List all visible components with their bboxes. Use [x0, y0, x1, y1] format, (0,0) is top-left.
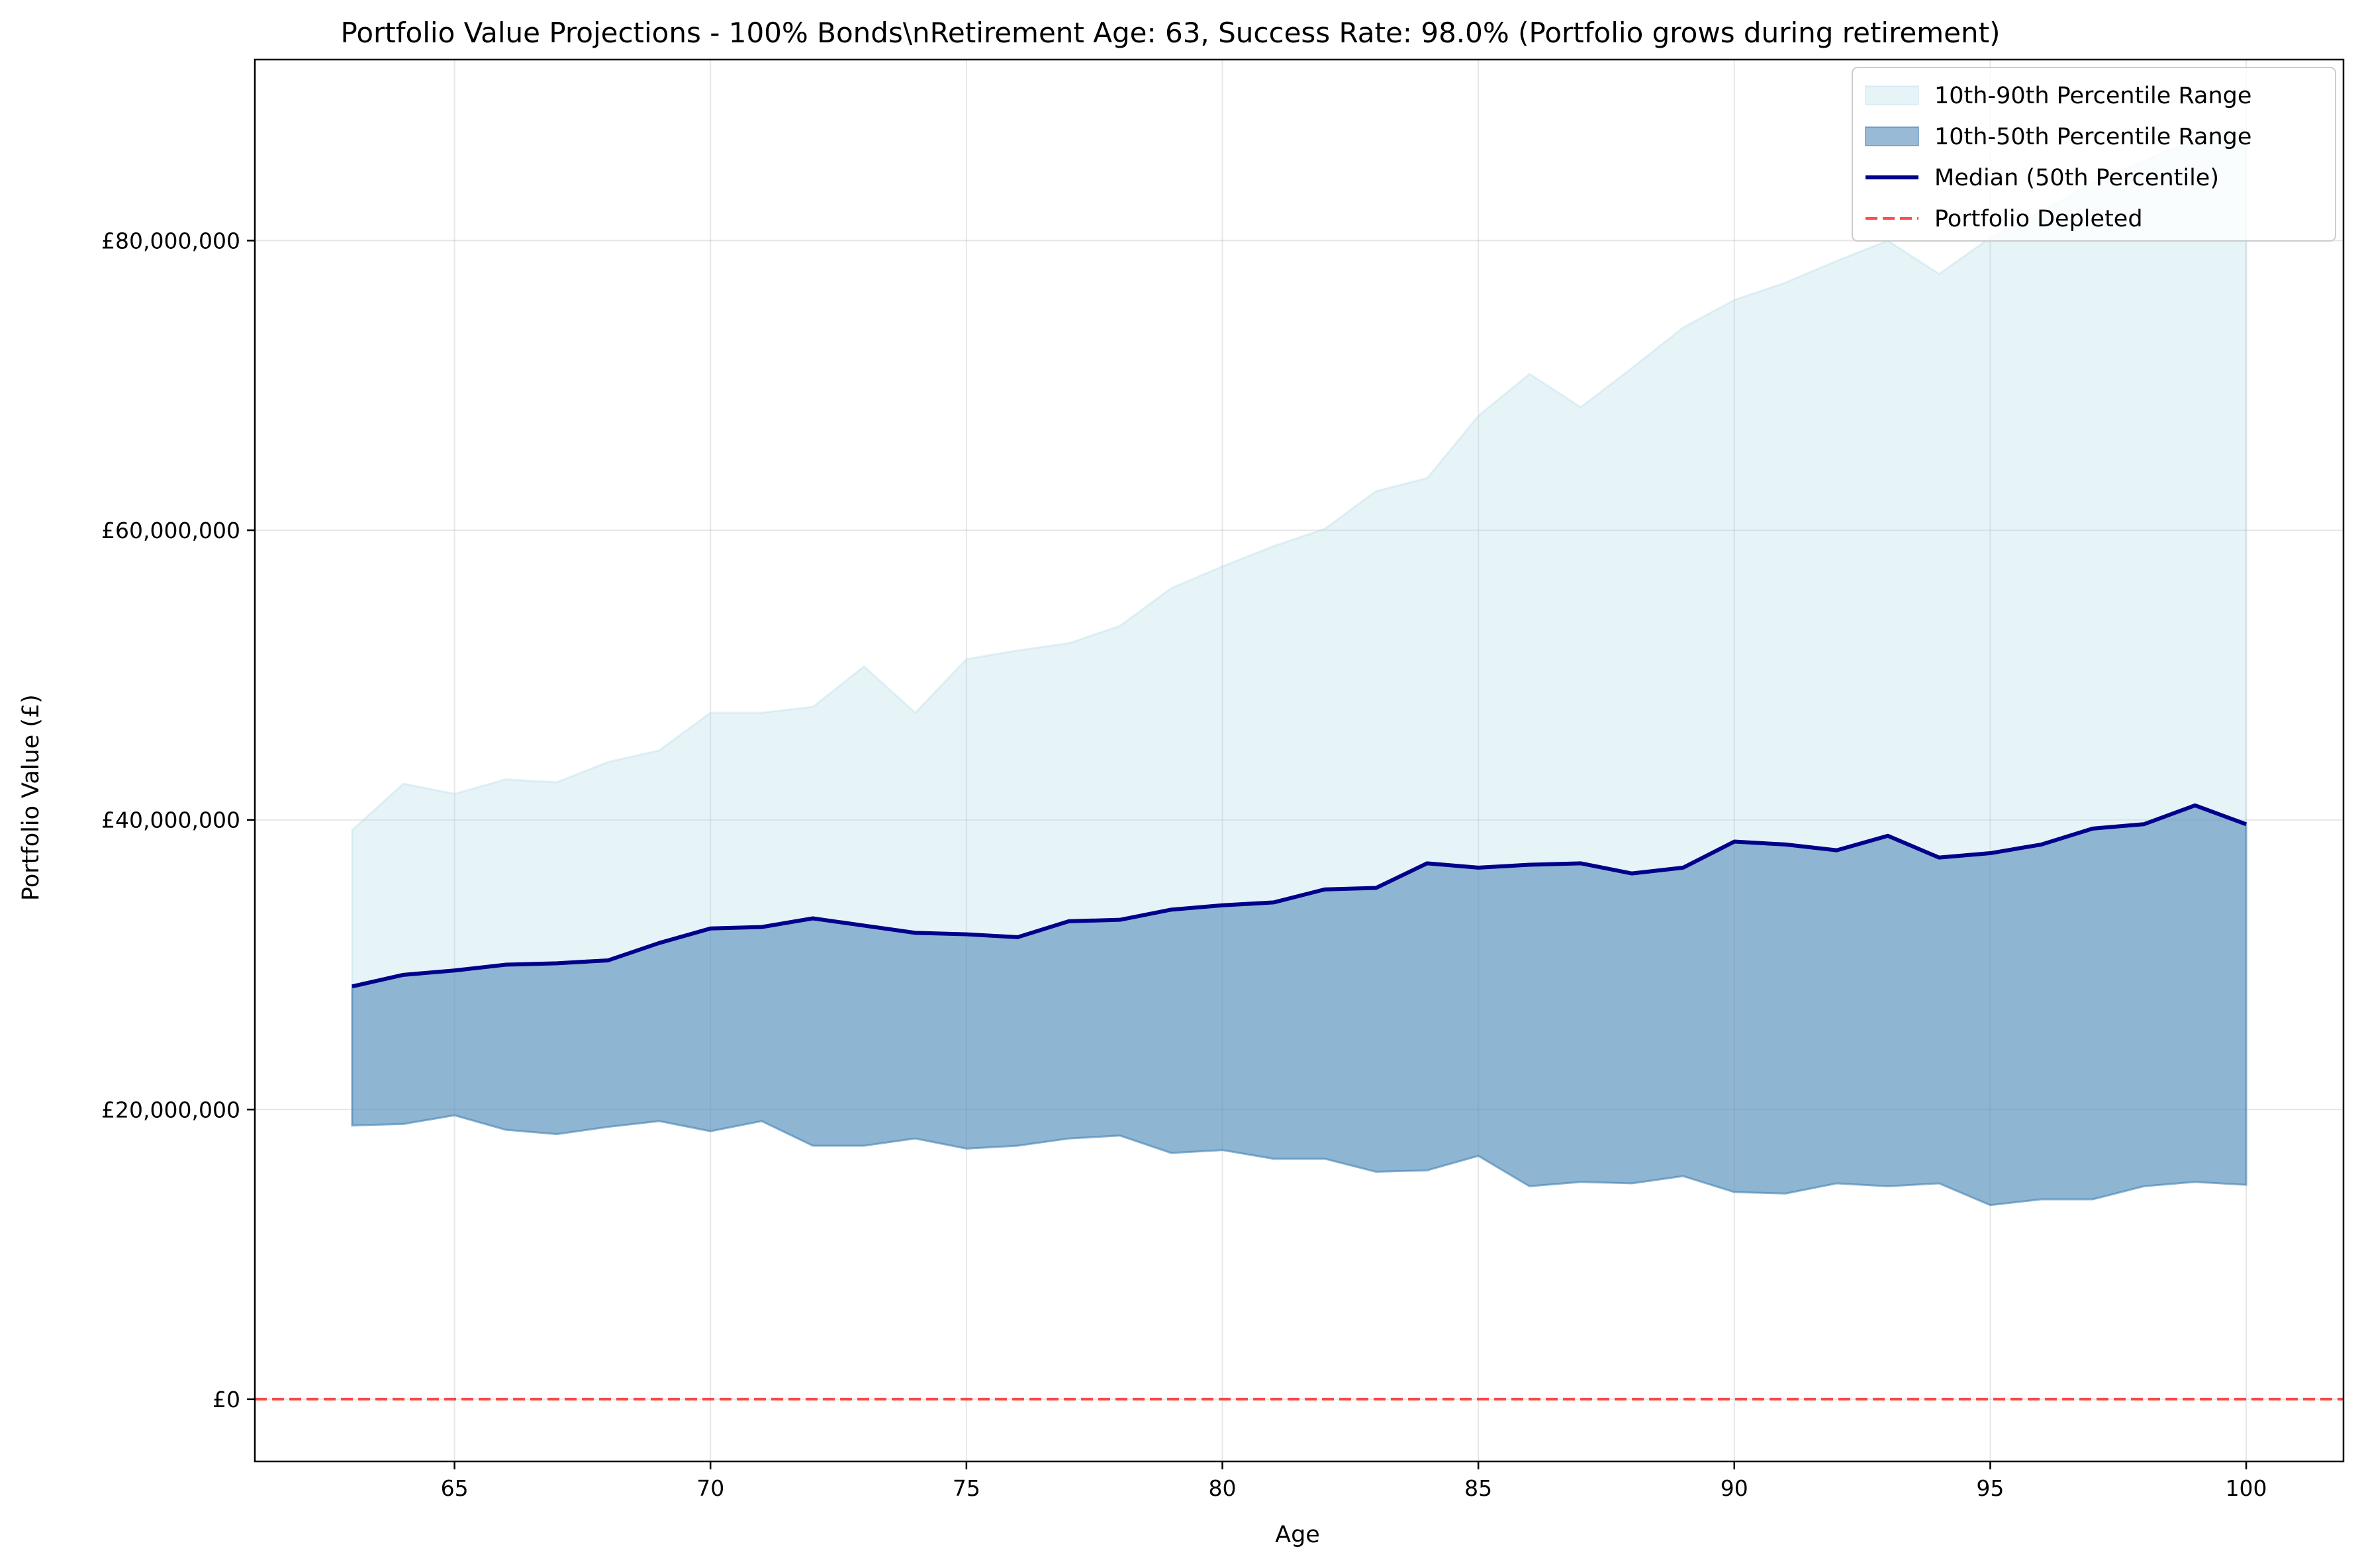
legend-swatch [1865, 85, 1919, 105]
y-tick-label: £20,000,000 [101, 1097, 240, 1123]
x-tick-label: 65 [441, 1475, 469, 1501]
y-axis-label: Portfolio Value (£) [18, 694, 44, 901]
x-tick-label: 85 [1464, 1475, 1492, 1501]
axes-frame [254, 58, 2345, 1463]
legend-label: 10th-90th Percentile Range [1934, 83, 2251, 109]
x-tick-label: 70 [696, 1475, 724, 1501]
chart-title: Portfolio Value Projections - 100% Bonds… [341, 17, 2001, 49]
x-tick-label: 95 [1976, 1475, 2004, 1501]
y-tick-label: £40,000,000 [101, 807, 240, 833]
y-axis: £0 £20,000,000 £40,000,000 £60,000,000 £80,0… [101, 228, 255, 1412]
legend-label: 10th-50th Percentile Range [1934, 124, 2251, 150]
plot-frame [254, 58, 2345, 1463]
legend-label: Median (50th Percentile) [1934, 165, 2219, 191]
legend: 10th-90th Percentile Range 10th-50th Perc… [1852, 67, 2336, 242]
y-tick-label: £0 [213, 1387, 240, 1412]
x-tick-label: 75 [953, 1475, 980, 1501]
median-line [352, 803, 2247, 989]
y-tick-label: £80,000,000 [101, 228, 240, 254]
y-tick-label: £60,000,000 [101, 518, 240, 543]
legend-label: Portfolio Depleted [1934, 206, 2143, 232]
legend-swatch [1865, 126, 1919, 146]
x-axis-label: Age [1275, 1522, 1320, 1548]
plot-series [255, 126, 2343, 1401]
x-tick-label: 90 [1721, 1475, 1748, 1501]
x-tick-label: 80 [1209, 1475, 1237, 1501]
legend-box [1852, 67, 2336, 242]
x-axis: 65 70 75 80 85 90 95 100 [441, 1461, 2267, 1501]
x-tick-label: 100 [2226, 1475, 2267, 1501]
